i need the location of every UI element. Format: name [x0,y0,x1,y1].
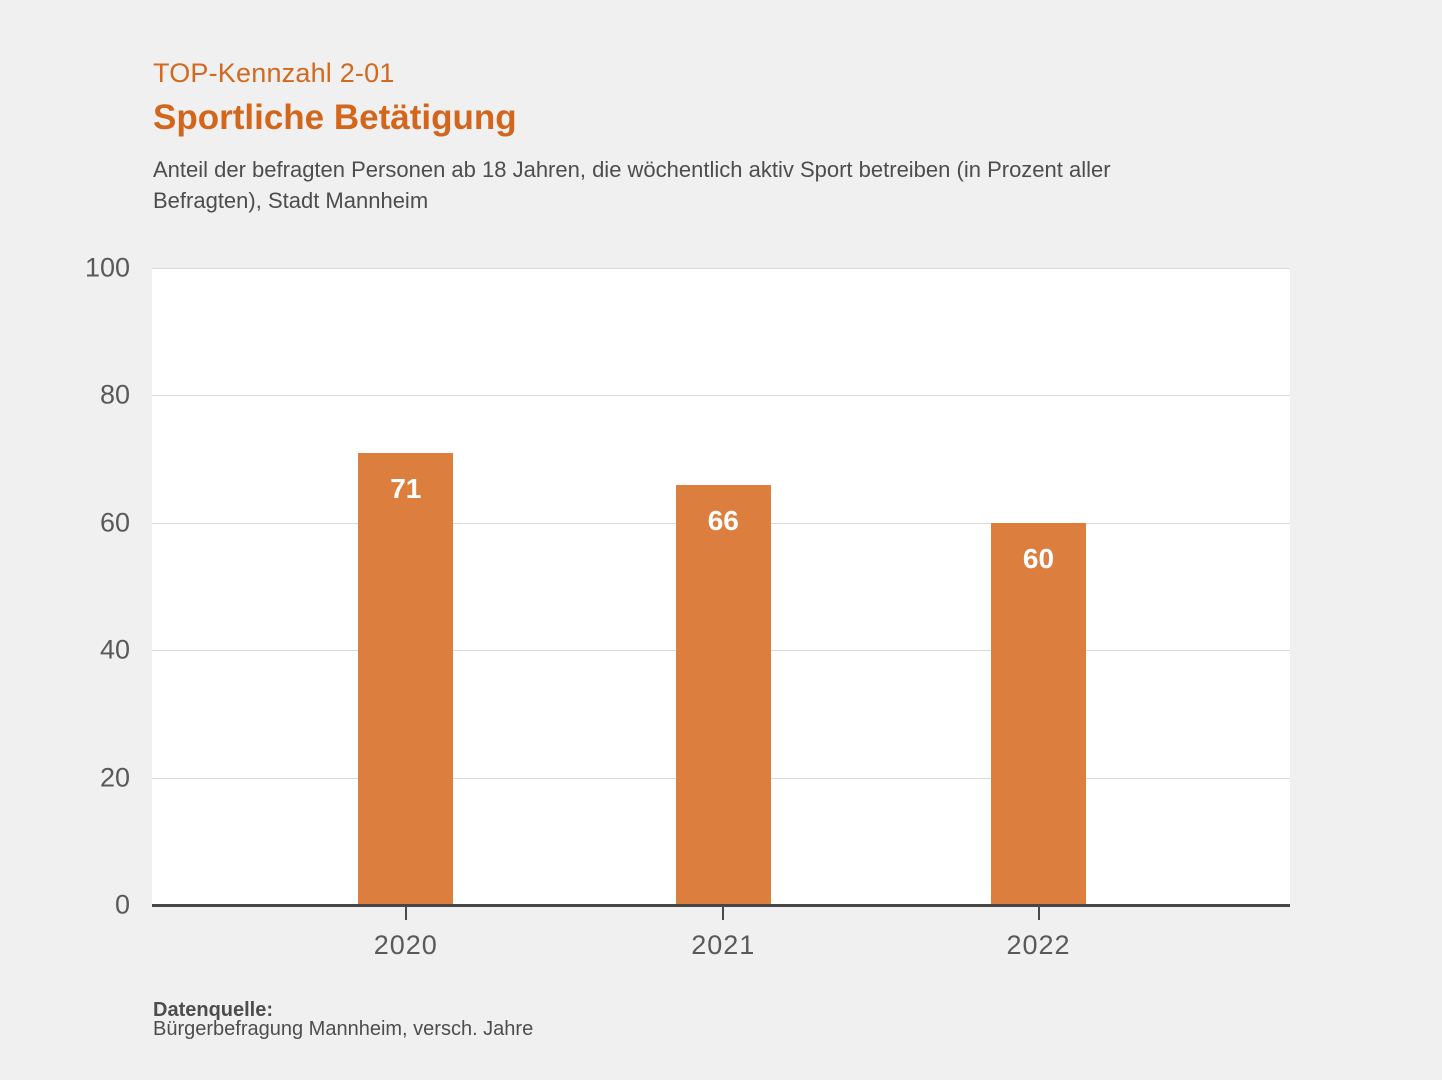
source-label: Datenquelle: [153,999,274,1021]
x-tick-label-2022: 2022 [1006,930,1071,960]
bar-chart-plot-area: 71 66 60 [152,268,1290,907]
source-text: Bürgerbefragung Mannheim, versch. Jahre [153,1018,534,1040]
bar-value-label: 71 [390,472,422,504]
bar-2020: 71 [358,452,454,905]
page-title: Sportliche Betätigung [153,98,517,137]
gridline-80 [152,395,1290,397]
x-axis-line [152,904,1290,907]
x-tick-label-2021: 2021 [691,930,756,960]
bar-2022: 60 [991,522,1086,905]
y-tick-label-0: 0 [114,889,130,920]
y-tick-label-20: 20 [99,762,130,793]
x-tick-mark-2020 [404,906,407,920]
bar-value-label: 60 [1022,542,1055,574]
y-tick-label-60: 60 [99,507,130,538]
y-tick-label-40: 40 [99,634,130,665]
chart-subtitle: Anteil der befragten Personen ab 18 Jahr… [153,157,1111,213]
x-tick-label-2020: 2020 [373,930,438,960]
x-tick-mark-2022 [1037,906,1040,920]
y-tick-label-80: 80 [99,379,130,410]
bar-2021: 66 [675,484,771,905]
x-tick-mark-2021 [722,906,725,920]
bar-value-label: 66 [707,504,739,536]
report-kicker: TOP-Kennzahl 2-01 [153,58,395,88]
gridline-100 [152,268,1290,269]
y-tick-label-100: 100 [84,252,130,283]
